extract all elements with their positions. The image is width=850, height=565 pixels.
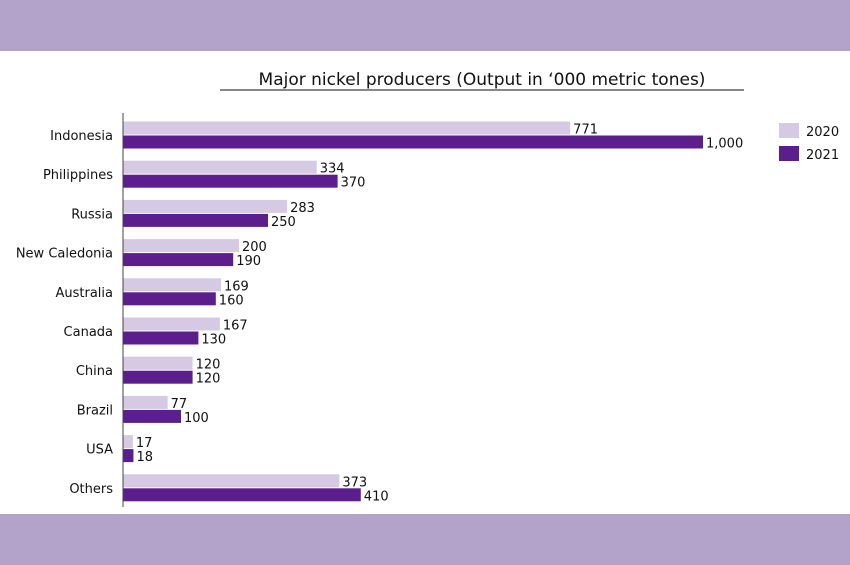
value-label-indonesia-2020: 771: [573, 123, 598, 138]
bar-new-caledonia-2021: [123, 253, 234, 267]
legend-label-2020: 2020: [806, 125, 839, 140]
value-label-russia-2020: 283: [290, 201, 315, 216]
value-label-russia-2021: 250: [271, 215, 296, 230]
bar-canada-2020: [123, 317, 220, 331]
bar-indonesia-2021: [123, 135, 703, 149]
chart-title: Major nickel producers (Output in ‘000 m…: [259, 70, 706, 90]
category-label-canada: Canada: [64, 325, 113, 340]
category-label-russia: Russia: [71, 207, 113, 222]
bar-usa-2020: [123, 435, 133, 449]
value-label-others-2021: 410: [364, 489, 389, 504]
bar-brazil-2020: [123, 395, 168, 409]
bar-russia-2020: [123, 199, 288, 213]
category-label-china: China: [76, 364, 113, 379]
category-label-brazil: Brazil: [77, 403, 113, 418]
category-label-usa: USA: [86, 443, 113, 458]
category-label-australia: Australia: [55, 286, 113, 301]
bar-others-2021: [123, 488, 361, 502]
value-label-brazil-2021: 100: [184, 411, 209, 426]
category-label-new-caledonia: New Caledonia: [16, 247, 113, 262]
category-label-philippines: Philippines: [43, 168, 113, 183]
value-label-new-caledonia-2020: 200: [242, 240, 267, 255]
value-label-canada-2020: 167: [223, 319, 248, 334]
value-label-australia-2020: 169: [224, 279, 249, 294]
bar-russia-2021: [123, 213, 268, 227]
category-label-indonesia: Indonesia: [50, 129, 113, 144]
bar-china-2021: [123, 370, 193, 384]
bar-new-caledonia-2020: [123, 239, 239, 253]
value-label-indonesia-2021: 1,000: [706, 137, 743, 152]
legend: 2020 2021: [779, 123, 839, 163]
bar-australia-2020: [123, 278, 222, 292]
value-label-new-caledonia-2021: 190: [236, 254, 261, 269]
value-label-philippines-2021: 370: [341, 176, 366, 191]
value-label-usa-2021: 18: [136, 450, 153, 465]
value-label-canada-2021: 130: [201, 333, 226, 348]
bar-others-2020: [123, 474, 340, 488]
bar-chart: Major nickel producers (Output in ‘000 m…: [16, 70, 839, 507]
legend-swatch-2020: [779, 123, 799, 138]
bar-china-2020: [123, 356, 193, 370]
bar-australia-2021: [123, 292, 216, 306]
bar-indonesia-2020: [123, 121, 571, 135]
category-label-others: Others: [69, 482, 113, 497]
bar-canada-2021: [123, 331, 199, 345]
bar-usa-2021: [123, 449, 134, 463]
legend-label-2021: 2021: [806, 148, 839, 163]
bar-philippines-2021: [123, 174, 338, 188]
value-label-australia-2021: 160: [219, 293, 244, 308]
bar-brazil-2021: [123, 409, 181, 423]
value-label-brazil-2020: 77: [171, 397, 188, 412]
value-label-usa-2020: 17: [136, 436, 153, 451]
value-label-china-2021: 120: [196, 372, 221, 387]
value-label-philippines-2020: 334: [320, 162, 345, 177]
value-label-others-2020: 373: [342, 475, 367, 490]
bar-philippines-2020: [123, 160, 317, 174]
legend-swatch-2021: [779, 146, 799, 161]
chart-panel: Major nickel producers (Output in ‘000 m…: [0, 51, 850, 514]
value-label-china-2020: 120: [196, 358, 221, 373]
